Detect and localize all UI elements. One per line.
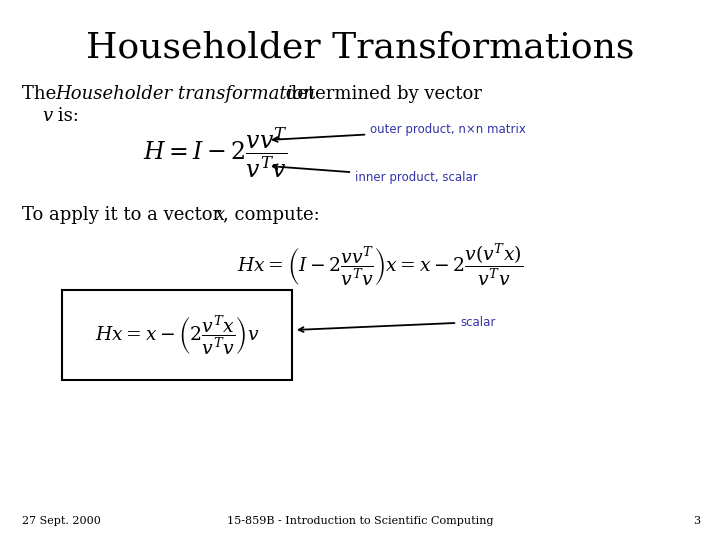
Text: outer product, n×n matrix: outer product, n×n matrix — [273, 124, 526, 142]
Text: v: v — [42, 107, 52, 125]
Text: $Hx = \left(I - 2\dfrac{vv^T}{v^Tv}\right)x = x - 2\dfrac{v(v^Tx)}{v^Tv}$: $Hx = \left(I - 2\dfrac{vv^T}{v^Tv}\righ… — [237, 241, 523, 288]
Text: Householder Transformations: Householder Transformations — [86, 30, 634, 64]
Text: inner product, scalar: inner product, scalar — [273, 164, 478, 184]
Text: Householder transformation: Householder transformation — [55, 85, 315, 103]
Text: The: The — [22, 85, 62, 103]
Text: , compute:: , compute: — [223, 206, 320, 224]
Text: determined by vector: determined by vector — [280, 85, 482, 103]
Text: $Hx = x - \left(2\dfrac{v^T x}{v^T v}\right)v$: $Hx = x - \left(2\dfrac{v^T x}{v^T v}\ri… — [95, 313, 259, 357]
FancyBboxPatch shape — [62, 290, 292, 380]
Text: scalar: scalar — [299, 315, 495, 332]
Text: 15-859B - Introduction to Scientific Computing: 15-859B - Introduction to Scientific Com… — [227, 516, 493, 526]
Text: 27 Sept. 2000: 27 Sept. 2000 — [22, 516, 101, 526]
Text: To apply it to a vector: To apply it to a vector — [22, 206, 227, 224]
Text: x: x — [215, 206, 225, 224]
Text: is:: is: — [52, 107, 79, 125]
Text: 3: 3 — [693, 516, 700, 526]
Text: $H = I - 2\dfrac{vv^T}{v^T v}$: $H = I - 2\dfrac{vv^T}{v^T v}$ — [143, 126, 287, 180]
